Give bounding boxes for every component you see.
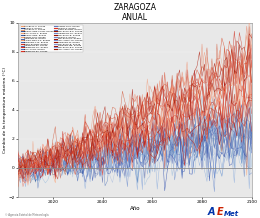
X-axis label: Año: Año [129,206,140,211]
Text: E: E [217,207,224,217]
Text: © Agencia Estatal de Meteorología: © Agencia Estatal de Meteorología [5,213,49,217]
Text: A: A [208,207,216,217]
Legend: ACCESS1-0, RCP85, MIROC5, RCP45, ACCESS1-3, RCP85, MIROC-ESM-CHEM, RCP45, BCC-CS: ACCESS1-0, RCP85, MIROC5, RCP45, ACCESS1… [20,25,83,53]
Y-axis label: Cambio de la temperatura máxima (°C): Cambio de la temperatura máxima (°C) [3,67,7,153]
Title: ZARAGOZA
ANUAL: ZARAGOZA ANUAL [113,3,156,22]
Text: Met: Met [224,211,239,217]
